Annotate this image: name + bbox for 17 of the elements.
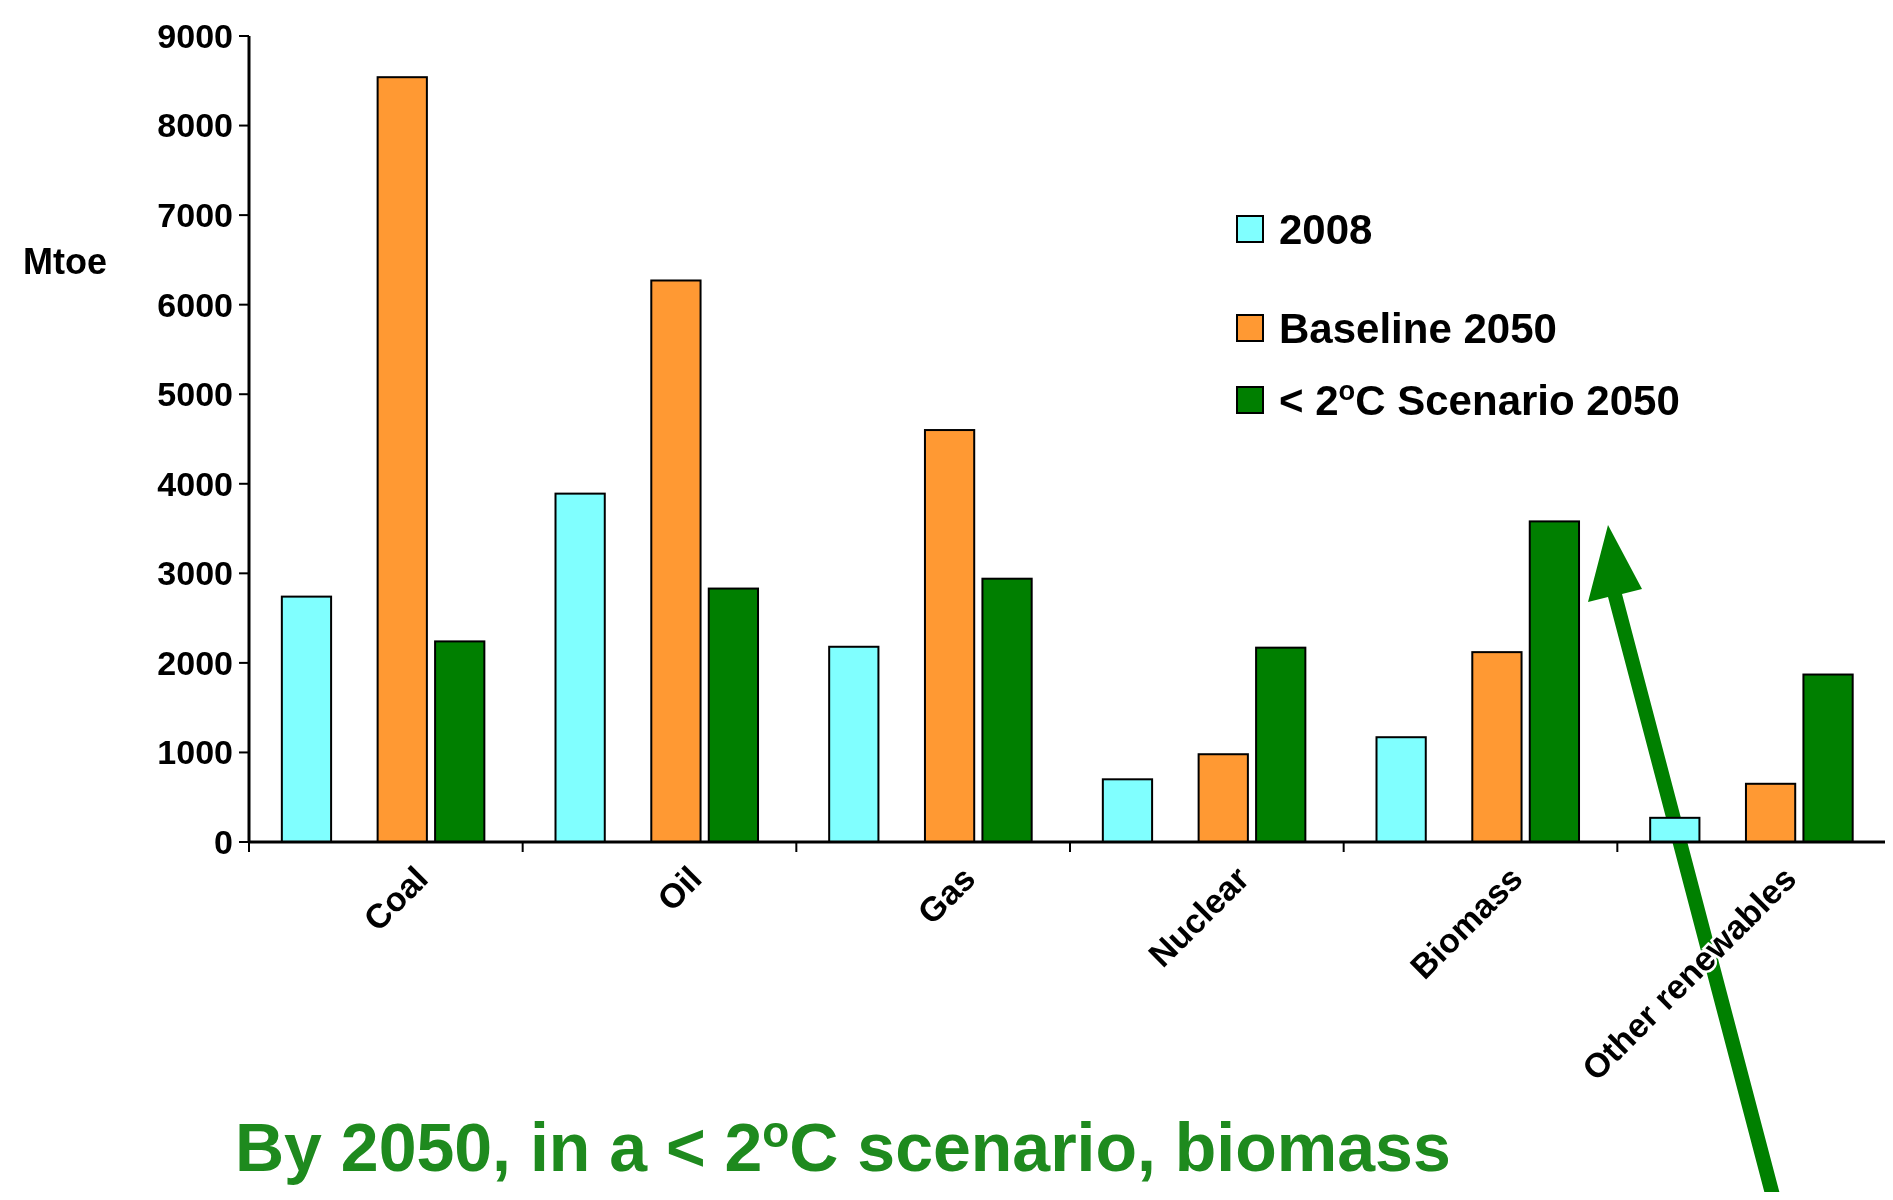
- x-tick-label: Oil: [649, 858, 709, 918]
- legend-label: < 2$^{o}$C Scenario 2050: [1279, 374, 1680, 424]
- y-tick-label: 6000: [157, 285, 233, 324]
- legend-label: 2008: [1279, 205, 1373, 253]
- y-tick-label: 2000: [157, 643, 233, 682]
- y-tick-label: 9000: [157, 16, 233, 55]
- text: By 2050, in a < 2$^{o}$C scenario, biomass: [235, 1106, 1451, 1185]
- y-tick-label: 0: [214, 822, 233, 861]
- legend-label: Baseline 2050: [1279, 304, 1557, 352]
- y-tick-label: 8000: [157, 106, 233, 145]
- y-tick-label: 3000: [157, 554, 233, 593]
- y-axis-title: Mtoe: [23, 240, 107, 282]
- y-tick-label: 4000: [157, 464, 233, 503]
- y-tick-label: 7000: [157, 196, 233, 235]
- y-tick-label: 5000: [157, 375, 233, 414]
- x-tick-label: Gas: [910, 858, 983, 932]
- y-tick-label: 1000: [157, 733, 233, 772]
